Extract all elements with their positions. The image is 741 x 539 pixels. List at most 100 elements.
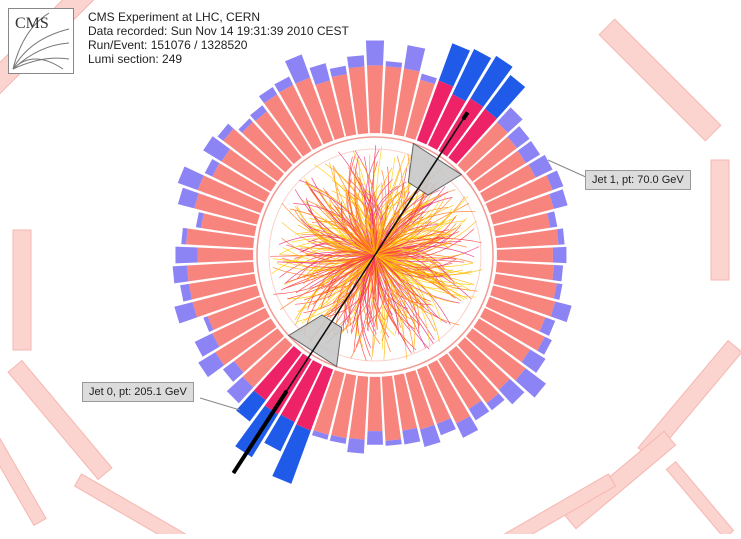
ecal-tower [438,353,482,410]
track [374,187,428,256]
track [374,220,466,256]
track [325,254,376,317]
jet-0-leader [199,397,241,411]
muon-chamber [665,460,735,539]
hcal-tower [521,349,546,373]
track [374,251,456,285]
hcal-tower [258,86,278,104]
ecal-tower [200,213,257,237]
jet-1-leader [547,159,589,179]
ecal-tower [480,164,536,203]
track [285,254,376,283]
ecal-tower [242,337,293,388]
track [332,180,376,256]
ecal-tower [490,285,556,317]
muon-chamber [12,229,32,351]
hcal-tower [366,431,384,445]
hcal-tower [436,418,456,436]
ecal-tower [207,296,265,331]
muon-chamber [73,473,187,539]
hcal-tower [203,136,230,162]
track [374,195,469,256]
hcal-tower [180,283,192,302]
hcal-tower [272,424,311,484]
track [374,252,473,263]
hcal-tower [552,265,564,282]
hcal-tower [365,40,385,66]
cms-logo: CMS [8,8,74,74]
calorimeter-towers [172,40,572,484]
muon-chamber [7,359,113,481]
track [371,254,385,321]
ecal-tower [495,229,559,249]
jet-0-label: Jet 0, pt: 205.1 GeV [82,382,194,402]
track [296,250,376,280]
ecal-tower [448,345,499,404]
hcal-tower [497,107,523,133]
muon-chamber [563,430,677,530]
track [374,197,453,256]
track [374,254,386,360]
ecal-tower [188,273,257,300]
hcal-tower [274,76,294,93]
hcal-tower [456,416,479,438]
hcal-tower [204,158,220,177]
track [374,254,400,335]
ecal-tower [485,296,546,332]
track [374,254,423,310]
hcal-tower [177,166,204,191]
ecal-tower [366,65,384,134]
hcal-tower [222,361,244,382]
hcal-tower [284,54,311,84]
ecal-tower [457,337,510,390]
track [277,254,376,263]
ecal-tower [381,66,402,135]
ecal-tower [296,365,334,431]
ecal-tower [367,376,383,432]
hcal-tower [498,378,525,405]
cms-logo-text: CMS [15,15,49,32]
muon-chamber [0,413,47,527]
track [328,162,376,256]
hcal-tower [528,154,553,178]
track [336,188,376,256]
track [284,253,376,285]
track [354,181,376,256]
muon-chamber [598,18,722,142]
track [327,254,376,294]
ecal-tower [215,318,277,366]
hcal-tower [552,246,567,264]
ecal-tower [194,193,260,225]
cms-logo-icon [12,12,70,70]
hcal-tower [547,211,558,228]
track [289,208,376,256]
label-leaders [199,159,589,411]
hcal-tower [420,73,437,85]
track [324,217,376,256]
track [335,171,376,256]
ecal-tower [253,345,302,401]
ecal-tower [241,121,293,173]
track [374,204,454,256]
hcal-tower [203,316,214,333]
hcal-tower [438,43,470,87]
hcal-tower [198,352,225,378]
hcal-tower [486,393,505,411]
hcal-tower [347,438,365,454]
muon-chamber [710,159,730,281]
ecal-tower [279,84,323,150]
ecal-tower [212,163,270,203]
ecal-tower [234,328,285,373]
hcal-tower [537,336,552,355]
track [356,178,376,256]
hcal-tower [238,118,253,133]
track [371,254,378,361]
ecal-tower [197,175,265,214]
jet-cones [231,111,470,475]
hcal-tower [309,63,330,85]
track [374,254,442,289]
ecal-tower [496,247,553,263]
ecal-tower [393,373,418,431]
ecal-tower [331,74,357,137]
